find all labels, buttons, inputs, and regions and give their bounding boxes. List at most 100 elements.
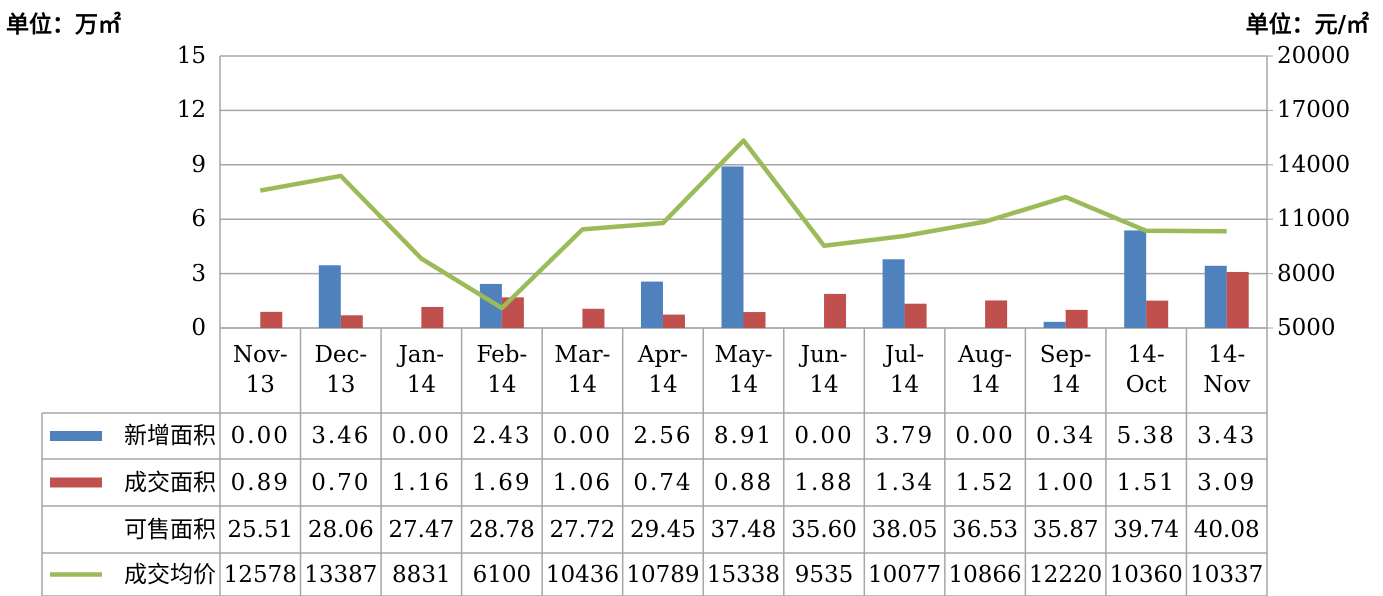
table-cell: 3.79 xyxy=(874,423,935,449)
line xyxy=(259,138,1227,311)
bar xyxy=(743,312,766,328)
table-cell: 9535 xyxy=(794,561,854,588)
y2-unit-label: 单位：元/㎡ xyxy=(1245,11,1369,38)
table-cell: 12220 xyxy=(1029,561,1103,588)
table-cell: 0.00 xyxy=(552,423,613,449)
x-tick-label: Apr- 14 xyxy=(637,342,688,398)
table-cell: 12578 xyxy=(223,561,297,588)
legend-label: 新增面积 xyxy=(124,423,216,449)
table-cell: 1.16 xyxy=(391,469,451,496)
table-cell: 1.34 xyxy=(874,469,935,496)
y2-tick-label: 17000 xyxy=(1277,97,1351,124)
table-cell: 0.70 xyxy=(311,469,371,496)
table-cell: 10077 xyxy=(867,561,942,588)
legend-label: 可售面积 xyxy=(124,516,216,543)
table-cell: 0.00 xyxy=(230,423,290,449)
y-tick-label: 0 xyxy=(191,315,206,341)
table-cell: 10866 xyxy=(948,561,1022,588)
y-unit-label: 单位：万㎡ xyxy=(6,11,121,38)
table-cell: 28.06 xyxy=(307,516,374,543)
x-tick-label: Mar- 14 xyxy=(554,342,611,398)
table-cell: 1.06 xyxy=(552,469,613,496)
bar xyxy=(1204,265,1227,328)
x-tick-label: Nov- 13 xyxy=(232,342,288,398)
table-cell: 29.45 xyxy=(630,516,696,543)
table-cell: 1.52 xyxy=(955,469,1015,496)
legend-swatch xyxy=(50,477,102,488)
table-cell: 8831 xyxy=(392,561,451,588)
x-tick-label: Sep- 14 xyxy=(1039,342,1092,398)
table-cell: 10436 xyxy=(545,561,619,588)
x-tick-label: Jun- 14 xyxy=(800,342,848,398)
legend-label: 成交面积 xyxy=(124,469,216,496)
y2-tick-label: 5000 xyxy=(1277,315,1336,341)
y2-tick-label: 14000 xyxy=(1277,151,1351,178)
bar xyxy=(340,315,363,328)
y-tick-label: 12 xyxy=(176,97,206,124)
table-cell: 35.60 xyxy=(791,516,857,543)
bar xyxy=(260,311,283,328)
table-cell: 27.72 xyxy=(549,516,616,543)
bar xyxy=(882,259,905,328)
x-tick-label: 14- Oct xyxy=(1125,342,1167,398)
table-cell: 1.69 xyxy=(472,469,532,496)
table-cell: 13387 xyxy=(304,561,378,588)
table-cell: 1.00 xyxy=(1036,469,1096,496)
table-cell: 10337 xyxy=(1190,561,1264,588)
table-cell: 27.47 xyxy=(388,516,455,543)
y2-tick-label: 11000 xyxy=(1277,206,1351,233)
bar xyxy=(824,293,847,328)
x-tick-label: Jul- 14 xyxy=(884,342,925,398)
table-cell: 1.51 xyxy=(1116,469,1176,496)
bar xyxy=(1226,271,1249,328)
bar xyxy=(479,283,502,328)
table-cell: 1.88 xyxy=(794,469,854,496)
table-cell: 3.43 xyxy=(1197,423,1257,449)
table-cell: 38.05 xyxy=(871,516,938,543)
table-cell: 0.00 xyxy=(794,423,854,449)
table-cell: 0.88 xyxy=(713,469,774,496)
bar xyxy=(1043,321,1066,328)
table-cell: 40.08 xyxy=(1193,516,1260,543)
table-cell: 35.87 xyxy=(1032,516,1099,543)
table-cell: 5.38 xyxy=(1116,423,1176,449)
x-tick-label: 14- Nov xyxy=(1203,342,1251,398)
table-cell: 0.89 xyxy=(230,469,290,496)
bar xyxy=(582,308,605,328)
table-cell: 25.51 xyxy=(227,516,294,543)
table-cell: 36.53 xyxy=(952,516,1019,543)
table-cell: 15338 xyxy=(706,561,781,588)
y2-tick-label: 8000 xyxy=(1277,260,1336,287)
legend-swatch xyxy=(50,431,102,441)
table-cell: 0.00 xyxy=(955,423,1015,449)
bar xyxy=(985,300,1008,328)
legend-label: 成交均价 xyxy=(124,561,216,588)
bar xyxy=(640,281,663,328)
y-tick-label: 6 xyxy=(191,206,206,233)
table-cell: 10789 xyxy=(626,561,700,588)
y-tick-label: 3 xyxy=(191,260,206,287)
bar xyxy=(904,303,927,328)
x-tick-label: Feb- 14 xyxy=(476,342,528,398)
bar xyxy=(318,265,341,328)
table-cell: 3.46 xyxy=(311,423,371,449)
table-cell: 10360 xyxy=(1109,561,1183,588)
x-tick-label: May- 14 xyxy=(714,342,773,398)
table-cell: 39.74 xyxy=(1113,516,1180,543)
bar xyxy=(1065,309,1088,328)
x-tick-label: Dec- 13 xyxy=(314,342,368,398)
y-tick-label: 15 xyxy=(176,43,206,69)
bar xyxy=(421,306,444,328)
bar xyxy=(662,314,685,328)
table-cell: 2.56 xyxy=(633,423,693,449)
table-cell: 2.43 xyxy=(472,423,532,449)
table-cell: 0.34 xyxy=(1036,423,1096,449)
bar xyxy=(1124,230,1147,328)
table-cell: 0.00 xyxy=(391,423,451,449)
table-cell: 37.48 xyxy=(710,516,777,543)
y-tick-label: 9 xyxy=(191,151,206,178)
bar xyxy=(1146,300,1169,328)
y2-tick-label: 20000 xyxy=(1277,43,1351,69)
